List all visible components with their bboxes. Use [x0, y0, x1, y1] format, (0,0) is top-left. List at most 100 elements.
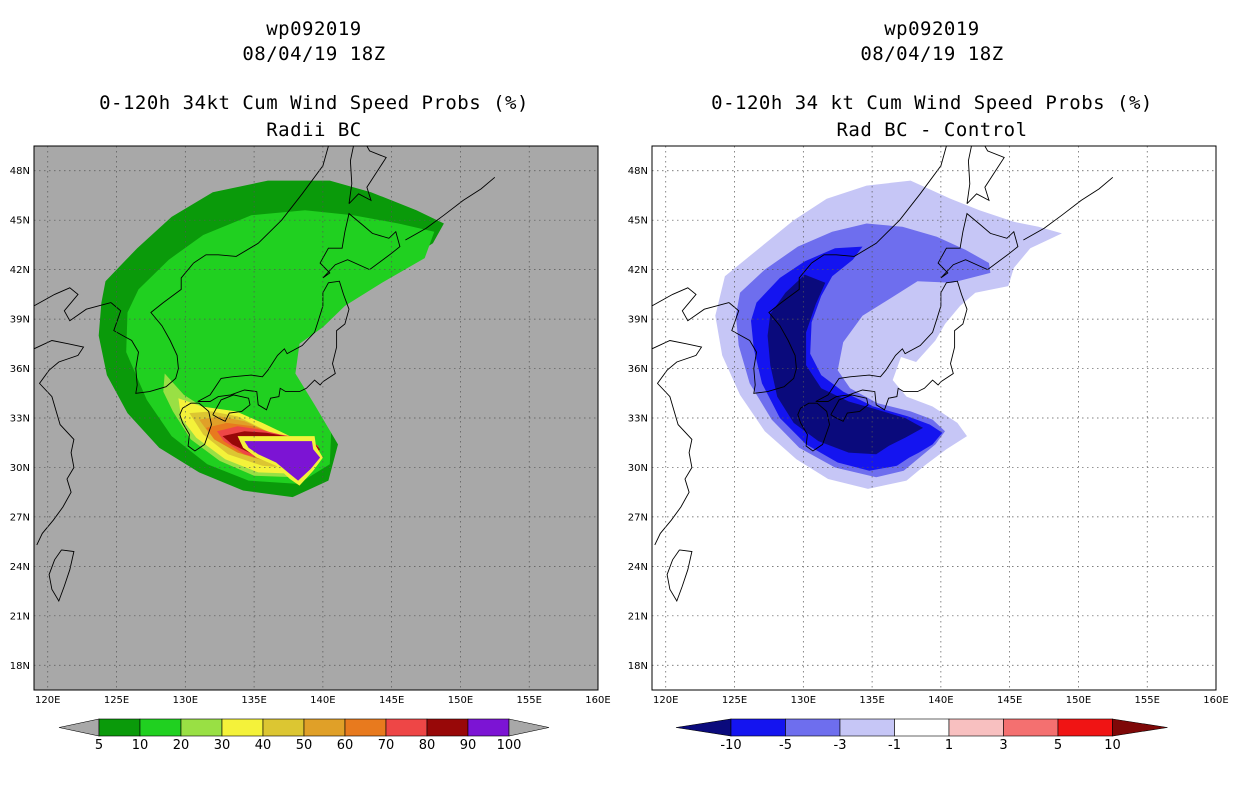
- coastline-kyushu: [179, 402, 212, 452]
- y-tick-label: 18N: [628, 661, 648, 672]
- coastline-china: [652, 287, 730, 322]
- colorbar-label: 1: [945, 738, 953, 753]
- y-tick-label: 33N: [628, 414, 648, 425]
- x-tick-label: 155E: [517, 695, 542, 706]
- colorbar-swatch: [98, 718, 141, 737]
- x-tick-label: 130E: [791, 695, 816, 706]
- colorbar-under-triangle: [58, 718, 100, 737]
- colorbar-swatch: [385, 718, 428, 737]
- right-datetime: 08/04/19 18Z: [860, 43, 1004, 65]
- right-difference-map: 120E 125E 130E 135E 140E 145E 150E 155E 160E 18N 2…: [628, 145, 1229, 706]
- contour-level--10: [767, 274, 923, 455]
- colorbar-label: 90: [460, 738, 477, 753]
- colorbar-swatch: [730, 718, 786, 737]
- left-chart-title: 0-120h 34kt Cum Wind Speed Probs (%): [99, 92, 529, 114]
- x-tick-label: 155E: [1135, 695, 1160, 706]
- left-map-frame: [33, 145, 599, 691]
- x-tick-label: 135E: [241, 695, 266, 706]
- coastline-china: [34, 287, 112, 322]
- colorbar-over-triangle: [1112, 718, 1168, 737]
- colorbar-label: 50: [296, 738, 313, 753]
- y-tick-label: 30N: [10, 463, 30, 474]
- colorbar-swatch: [1003, 718, 1059, 737]
- coastline-hokkaido: [319, 212, 401, 279]
- colorbar-swatch: [180, 718, 223, 737]
- x-tick-label: 160E: [1203, 695, 1228, 706]
- y-tick-label: 27N: [10, 512, 30, 523]
- x-tick-label: 150E: [448, 695, 473, 706]
- right-chart-title: 0-120h 34 kt Cum Wind Speed Probs (%): [711, 92, 1153, 114]
- y-tick-label: 27N: [628, 512, 648, 523]
- colorbar-label: 70: [378, 738, 395, 753]
- y-tick-label: 24N: [10, 562, 30, 573]
- left-datetime: 08/04/19 18Z: [242, 43, 386, 65]
- x-tick-label: 145E: [379, 695, 404, 706]
- colorbar-label: 10: [1104, 738, 1121, 753]
- colorbar-label: -3: [834, 738, 847, 753]
- y-tick-label: 48N: [10, 166, 30, 177]
- colorbar-over-triangle: [508, 718, 550, 737]
- coastline-sakhalin: [348, 146, 387, 205]
- coastline-taiwan: [666, 549, 693, 603]
- y-tick-label: 24N: [628, 562, 648, 573]
- x-tick-label: 135E: [859, 695, 884, 706]
- colorbar-label: 100: [497, 738, 522, 753]
- x-tick-label: 160E: [585, 695, 610, 706]
- colorbar-label: 3: [999, 738, 1007, 753]
- y-tick-label: 48N: [628, 166, 648, 177]
- x-tick-label: 130E: [173, 695, 198, 706]
- colorbar-swatch: [948, 718, 1004, 737]
- colorbar-swatch: [344, 718, 387, 737]
- y-tick-label: 33N: [10, 414, 30, 425]
- x-tick-label: 140E: [928, 695, 953, 706]
- coastline-russia: [811, 146, 947, 264]
- colorbar-label: 10: [132, 738, 149, 753]
- colorbar-swatch: [426, 718, 469, 737]
- y-tick-label: 18N: [10, 661, 30, 672]
- coastline-honshu: [815, 280, 968, 411]
- x-tick-label: 140E: [310, 695, 335, 706]
- x-tick-label: 120E: [653, 695, 678, 706]
- colorbar-label: -1: [888, 738, 901, 753]
- colorbar-swatch: [139, 718, 182, 737]
- coastline-russia: [193, 146, 329, 264]
- right-chart-subtitle: Rad BC - Control: [836, 119, 1028, 141]
- y-tick-label: 45N: [10, 216, 30, 227]
- y-tick-label: 42N: [628, 265, 648, 276]
- contour-level-100: [244, 441, 321, 481]
- colorbar-label: 5: [1054, 738, 1062, 753]
- colorbar-swatch: [467, 718, 510, 737]
- coastline-korea: [110, 262, 194, 394]
- colorbar-swatch: [839, 718, 895, 737]
- right-colorbar: -10 -5 -3 -1 1 3 5 10: [675, 718, 1168, 753]
- x-tick-label: 125E: [722, 695, 747, 706]
- coastline-shandong: [652, 340, 703, 546]
- left-chart-subtitle: Radii BC: [266, 119, 362, 141]
- y-tick-label: 45N: [628, 216, 648, 227]
- right-map-frame: [651, 145, 1217, 691]
- y-tick-label: 21N: [628, 611, 648, 622]
- left-probability-map: 120E 125E 130E 135E 140E 145E 150E 155E 160E 18N 2…: [10, 145, 611, 706]
- coastline-korea: [728, 262, 812, 394]
- coastline-honshu: [197, 280, 350, 411]
- coastline-shandong: [34, 340, 85, 546]
- y-tick-label: 36N: [10, 364, 30, 375]
- y-tick-label: 30N: [628, 463, 648, 474]
- right-storm-id: wp092019: [884, 18, 980, 40]
- colorbar-label: 40: [255, 738, 272, 753]
- colorbar-label: 5: [95, 738, 103, 753]
- colorbar-swatch: [221, 718, 264, 737]
- x-tick-label: 120E: [35, 695, 60, 706]
- colorbar-label: 20: [173, 738, 190, 753]
- coastline-kurils: [1023, 176, 1114, 241]
- colorbar-swatch: [894, 718, 950, 737]
- colorbar-swatch: [303, 718, 346, 737]
- coastline-shikoku: [830, 394, 869, 422]
- colorbar-swatch: [1057, 718, 1113, 737]
- y-tick-label: 39N: [10, 315, 30, 326]
- coastline-kurils: [405, 176, 496, 241]
- colorbar-label: 80: [419, 738, 436, 753]
- y-tick-label: 21N: [10, 611, 30, 622]
- y-tick-label: 42N: [10, 265, 30, 276]
- colorbar-swatch: [785, 718, 841, 737]
